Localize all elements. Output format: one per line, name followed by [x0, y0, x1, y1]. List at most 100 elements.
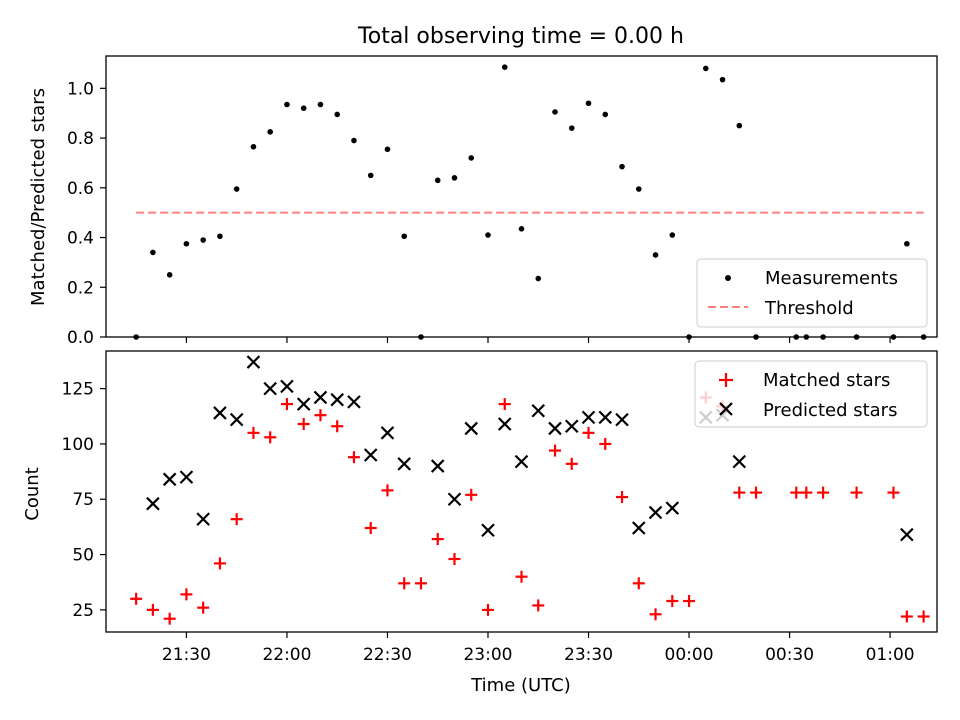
predicted-star-point	[648, 505, 663, 520]
matched-star-point	[146, 603, 159, 616]
x-tick-label: 00:30	[765, 645, 814, 665]
matched-star-point	[649, 608, 662, 621]
predicted-star-point	[598, 410, 613, 425]
matched-star-point	[381, 484, 394, 497]
measurement-point	[183, 240, 190, 247]
matched-star-point	[565, 457, 578, 470]
measurement-point	[585, 100, 592, 107]
measurement-point	[384, 146, 391, 153]
predicted-star-point	[196, 512, 210, 526]
matched-star-point	[817, 486, 830, 499]
predicted-star-point	[246, 355, 261, 369]
matched-star-point	[280, 398, 293, 411]
bottom-marks	[130, 355, 930, 625]
matched-star-point	[917, 610, 930, 623]
matched-star-point	[213, 557, 226, 570]
matched-star-point	[733, 486, 746, 499]
measurement-point	[317, 101, 324, 108]
measurement-point	[535, 275, 542, 282]
bottom-axes-frame	[105, 350, 938, 633]
measurement-point	[635, 186, 642, 192]
measurement-point	[451, 175, 458, 181]
measurement-point	[719, 76, 726, 83]
predicted-star-point	[464, 421, 479, 436]
predicted-star-point	[581, 410, 596, 425]
x-tick-label: 21:30	[162, 645, 211, 665]
measurement-point	[552, 109, 558, 115]
predicted-star-point	[146, 496, 160, 511]
matched-star-point	[297, 418, 310, 431]
predicted-star-point	[347, 395, 361, 409]
predicted-star-point	[280, 379, 294, 394]
predicted-star-point	[481, 523, 495, 537]
top-y-tick-label: 0.6	[67, 179, 94, 199]
x-tick-label: 22:30	[363, 645, 412, 665]
predicted-star-point	[296, 397, 311, 411]
matched-star-point	[314, 409, 327, 422]
legend-measurements-marker	[725, 275, 731, 281]
predicted-star-point	[531, 403, 546, 418]
measurement-point	[250, 143, 257, 150]
predicted-star-point	[564, 419, 579, 434]
top-y-tick-label: 0.8	[67, 129, 94, 149]
predicted-star-point	[330, 392, 344, 407]
matched-star-point	[481, 603, 494, 616]
measurement-point	[702, 65, 709, 72]
top-y-tick-label: 0.4	[67, 229, 94, 249]
measurement-point	[518, 226, 525, 232]
matched-star-point	[347, 451, 360, 464]
measurement-point	[367, 172, 374, 179]
bottom-y-tick-label: 100	[62, 435, 94, 455]
measurement-point	[652, 252, 659, 258]
bottom-x-axis: 21:30 22:00 22:30 23:00 23:30 00:00 00:30 01:00	[162, 632, 915, 665]
measurement-point	[200, 237, 206, 243]
x-tick-label: 23:00	[463, 645, 512, 665]
top-marks	[133, 64, 927, 340]
matched-star-point	[850, 486, 863, 499]
top-y-tick-label: 1.0	[67, 79, 94, 99]
legend-threshold-label: Threshold	[764, 298, 854, 319]
matched-star-point	[414, 577, 427, 590]
bottom-y-axis: 25 50 75 100 125	[62, 380, 106, 621]
x-tick-label: 23:30	[564, 645, 613, 665]
predicted-star-point	[380, 426, 395, 440]
x-tick-label: 01:00	[866, 645, 915, 665]
measurement-point	[217, 233, 223, 240]
predicted-star-point	[447, 492, 462, 507]
measurement-point	[736, 122, 743, 129]
top-axes-frame	[105, 55, 938, 338]
predicted-star-point	[179, 470, 194, 484]
predicted-star-point	[213, 406, 227, 420]
x-tick-label: 00:00	[665, 645, 714, 665]
matched-star-point	[599, 437, 612, 450]
predicted-star-point	[263, 381, 277, 396]
measurement-point	[468, 155, 475, 161]
measurement-point	[166, 272, 173, 278]
matched-star-point	[683, 595, 696, 608]
measurement-point	[434, 177, 441, 184]
top-panel: 0.0 0.2 0.4 0.6 0.8 1.0 Matched/Predicted sta…	[28, 55, 938, 348]
measurement-point	[334, 111, 341, 118]
measurement-point	[401, 233, 408, 240]
measurement-point	[233, 186, 240, 192]
legend-predicted-marker	[719, 402, 733, 416]
matched-star-point	[582, 426, 595, 439]
predicted-star-point	[497, 417, 512, 431]
measurement-point	[485, 232, 491, 238]
measurement-point	[568, 125, 575, 131]
predicted-star-point	[900, 527, 914, 542]
top-y-tick-label: 0.0	[67, 328, 94, 348]
measurement-point	[619, 163, 625, 170]
matched-star-point	[666, 595, 679, 608]
bottom-legend: Matched stars Predicted stars	[694, 360, 928, 428]
bottom-legend-box	[694, 360, 928, 428]
matched-star-point	[398, 577, 411, 590]
bottom-y-axis-label: Count	[22, 467, 43, 520]
matched-star-point	[616, 491, 629, 504]
matched-star-point	[750, 486, 763, 499]
matched-star-point	[900, 610, 913, 623]
matched-star-point	[130, 592, 143, 605]
matched-star-point	[264, 431, 277, 444]
